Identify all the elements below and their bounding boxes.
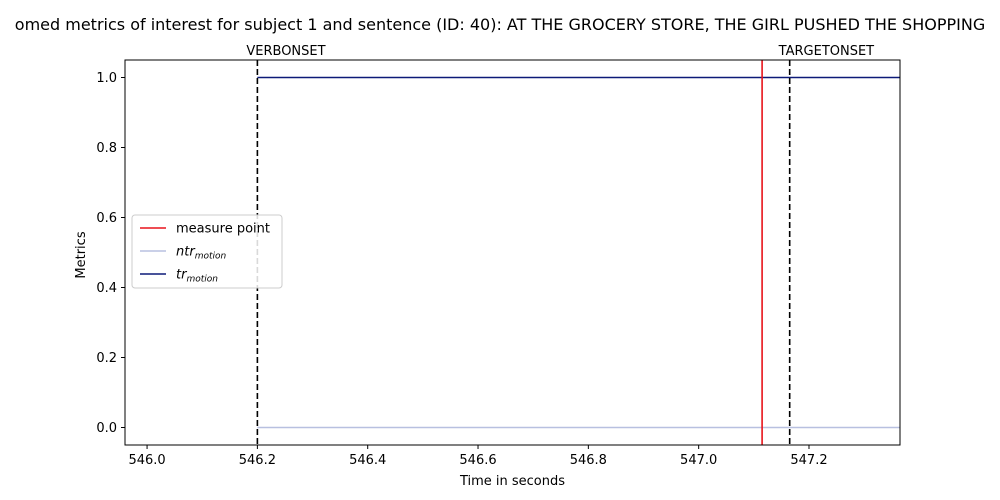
x-tick-label: 546.6 xyxy=(459,453,496,468)
y-tick-label: 0.8 xyxy=(96,141,117,156)
y-tick-label: 1.0 xyxy=(96,71,117,86)
x-axis-label: Time in seconds xyxy=(459,474,565,489)
x-tick-label: 546.2 xyxy=(239,453,276,468)
axes-frame xyxy=(124,59,901,446)
y-tick-label: 0.2 xyxy=(96,351,117,366)
y-axis-label: Metrics xyxy=(74,231,89,278)
x-tick-label: 546.0 xyxy=(128,453,165,468)
legend-label-tr-motion: trmotion xyxy=(176,268,218,285)
legend-box xyxy=(131,214,283,289)
y-tick-label: 0.0 xyxy=(96,421,117,436)
plot-area: 546.0 546.2 546.4 546.6 546.8 547.0 547.2 0.0 0.… xyxy=(96,44,901,468)
annotation-targetonset: TARGETONSET xyxy=(778,44,875,59)
x-tick-label: 547.0 xyxy=(680,453,717,468)
series-group xyxy=(257,76,900,429)
x-tick-label: 547.2 xyxy=(790,453,827,468)
legend: measure point ntrmotion trmotion xyxy=(131,214,283,289)
y-tick-label: 0.4 xyxy=(96,281,117,296)
x-tick-label: 546.8 xyxy=(570,453,607,468)
chart-title: omed metrics of interest for subject 1 a… xyxy=(15,15,985,34)
y-tick-label: 0.6 xyxy=(96,211,117,226)
annotation-verbonset: VERBONSET xyxy=(246,44,325,59)
legend-label-measure-point: measure point xyxy=(176,222,270,237)
legend-label-ntr-motion: ntrmotion xyxy=(176,245,226,262)
x-tick-label: 546.4 xyxy=(349,453,386,468)
